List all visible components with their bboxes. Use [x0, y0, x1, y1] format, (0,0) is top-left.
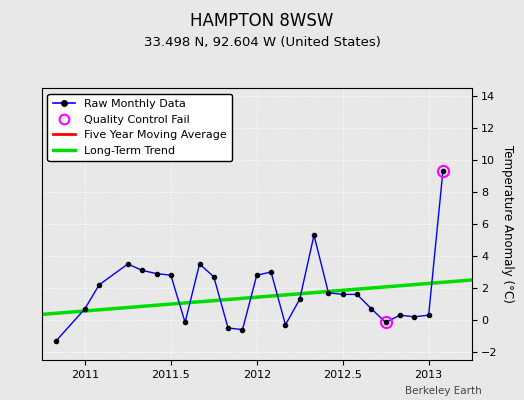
Y-axis label: Temperature Anomaly (°C): Temperature Anomaly (°C) — [501, 145, 515, 303]
Text: HAMPTON 8WSW: HAMPTON 8WSW — [190, 12, 334, 30]
Text: Berkeley Earth: Berkeley Earth — [406, 386, 482, 396]
Text: 33.498 N, 92.604 W (United States): 33.498 N, 92.604 W (United States) — [144, 36, 380, 49]
Legend: Raw Monthly Data, Quality Control Fail, Five Year Moving Average, Long-Term Tren: Raw Monthly Data, Quality Control Fail, … — [48, 94, 233, 161]
